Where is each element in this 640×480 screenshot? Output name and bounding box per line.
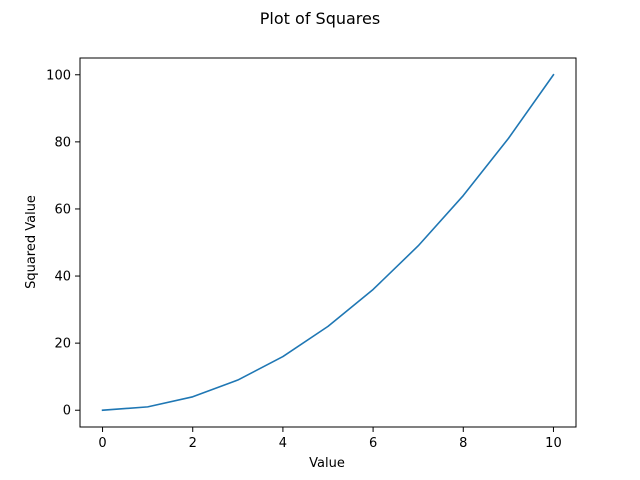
x-axis-ticks: 0 2 4 6 8 10 — [98, 427, 562, 451]
y-tick-label: 80 — [54, 135, 71, 150]
y-tick-label: 20 — [54, 337, 71, 352]
y-axis-ticks: 0 20 40 60 80 100 — [46, 68, 80, 419]
y-tick-label: 100 — [46, 68, 71, 83]
x-tick-label: 8 — [459, 436, 467, 451]
series-line-0 — [101, 73, 555, 412]
plot-area — [79, 57, 577, 428]
x-tick-label: 6 — [369, 436, 377, 451]
y-axis-label: Squared Value — [24, 195, 39, 289]
y-tick-label: 60 — [54, 202, 71, 217]
x-axis-label: Value — [309, 456, 345, 471]
x-tick-label: 4 — [279, 436, 287, 451]
series-layer — [101, 73, 555, 412]
y-tick-label: 40 — [54, 270, 71, 285]
x-tick-label: 2 — [189, 436, 197, 451]
x-tick-label: 10 — [545, 436, 562, 451]
chart-title: Plot of Squares — [260, 9, 380, 28]
plot-frame — [79, 57, 577, 428]
x-tick-label: 0 — [98, 436, 106, 451]
y-tick-label: 0 — [63, 404, 71, 419]
